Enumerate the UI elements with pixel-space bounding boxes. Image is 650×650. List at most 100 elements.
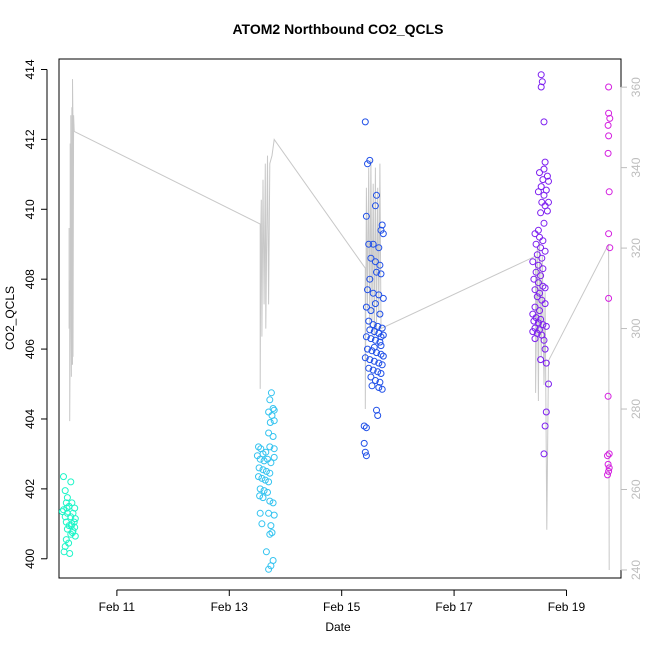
data-point — [604, 392, 612, 400]
data-point — [67, 478, 75, 486]
data-point — [375, 384, 383, 391]
data-point — [60, 473, 67, 481]
data-point — [369, 289, 377, 297]
data-point — [377, 333, 385, 341]
data-point — [536, 307, 543, 315]
data-point — [539, 237, 547, 245]
data-point — [534, 279, 542, 287]
data-point — [604, 471, 611, 479]
data-point — [605, 132, 613, 140]
data-point — [365, 317, 373, 325]
data-point — [529, 258, 537, 266]
data-point — [533, 293, 541, 301]
data-point — [375, 244, 383, 252]
data-point — [373, 191, 380, 199]
data-point — [266, 443, 274, 451]
data-point — [255, 464, 263, 472]
data-point — [362, 333, 370, 341]
data-point — [605, 450, 613, 458]
data-point — [605, 83, 613, 91]
data-point — [365, 364, 373, 372]
data-point — [267, 562, 275, 570]
y-tick-label-left: 400 — [23, 548, 37, 568]
trace-line — [68, 79, 610, 571]
data-point — [540, 450, 548, 458]
data-point — [270, 453, 278, 461]
data-point — [58, 508, 66, 516]
data-point — [366, 275, 374, 283]
data-point — [371, 300, 379, 308]
data-point — [379, 352, 387, 360]
data-point — [374, 368, 382, 376]
data-point — [265, 429, 273, 437]
data-point — [61, 487, 69, 495]
data-point — [269, 433, 277, 440]
x-tick-label: Feb 17 — [435, 600, 473, 614]
data-point — [379, 230, 387, 238]
data-point — [266, 419, 274, 426]
data-point — [367, 254, 375, 262]
data-point — [362, 212, 370, 220]
data-point — [604, 121, 612, 129]
y-tick-label-left: 410 — [23, 199, 37, 219]
data-point — [538, 198, 546, 206]
data-point — [367, 307, 375, 315]
data-point — [361, 354, 369, 362]
data-point — [540, 219, 548, 227]
data-point — [377, 350, 385, 358]
data-point — [378, 221, 386, 229]
data-point — [379, 294, 387, 302]
data-point — [532, 240, 540, 248]
data-point — [362, 452, 370, 460]
data-point — [371, 258, 379, 266]
data-point — [376, 378, 384, 386]
data-point — [63, 494, 71, 502]
data-point — [267, 459, 275, 467]
data-point — [260, 457, 268, 465]
y-tick-label-right: 360 — [629, 77, 643, 97]
data-point — [370, 357, 378, 365]
x-tick-label: Feb 15 — [323, 600, 361, 614]
data-point — [369, 240, 377, 248]
x-axis: Feb 11 Feb 13 Feb 15 Feb 17 Feb 19 — [99, 589, 585, 614]
data-point — [373, 268, 380, 276]
data-point — [63, 504, 71, 512]
data-point — [69, 529, 76, 537]
data-point — [537, 83, 545, 91]
data-point — [533, 251, 541, 259]
data-point — [261, 476, 269, 484]
y-tick-label-right: 240 — [629, 560, 643, 580]
data-point — [377, 342, 385, 350]
data-point — [606, 114, 614, 122]
data-point — [537, 183, 545, 191]
data-point — [377, 370, 385, 377]
data-point — [265, 565, 273, 573]
data-point — [376, 261, 384, 269]
x-tick-label: Feb 13 — [211, 600, 249, 614]
data-point — [539, 282, 547, 290]
y-tick-label-right: 260 — [629, 479, 643, 499]
data-point — [536, 289, 543, 297]
data-point — [370, 328, 378, 336]
data-point — [266, 497, 274, 505]
data-point — [371, 377, 379, 384]
y-axis-left: 400 402 404 406 408 410 412 414 — [23, 59, 48, 569]
data-point — [366, 356, 374, 364]
data-point — [264, 488, 271, 496]
data-point — [531, 303, 539, 311]
y-tick-label-right: 300 — [629, 318, 643, 338]
data-point — [258, 520, 266, 528]
data-point — [531, 335, 539, 343]
data-point — [378, 385, 386, 393]
data-point — [604, 460, 612, 468]
data-point — [604, 149, 612, 157]
trace-layer — [68, 79, 610, 571]
data-point — [360, 422, 368, 430]
data-point — [255, 473, 262, 481]
data-point — [604, 452, 611, 460]
data-point — [374, 322, 382, 330]
data-point — [269, 499, 277, 507]
data-point — [366, 156, 374, 164]
data-point — [266, 469, 274, 477]
